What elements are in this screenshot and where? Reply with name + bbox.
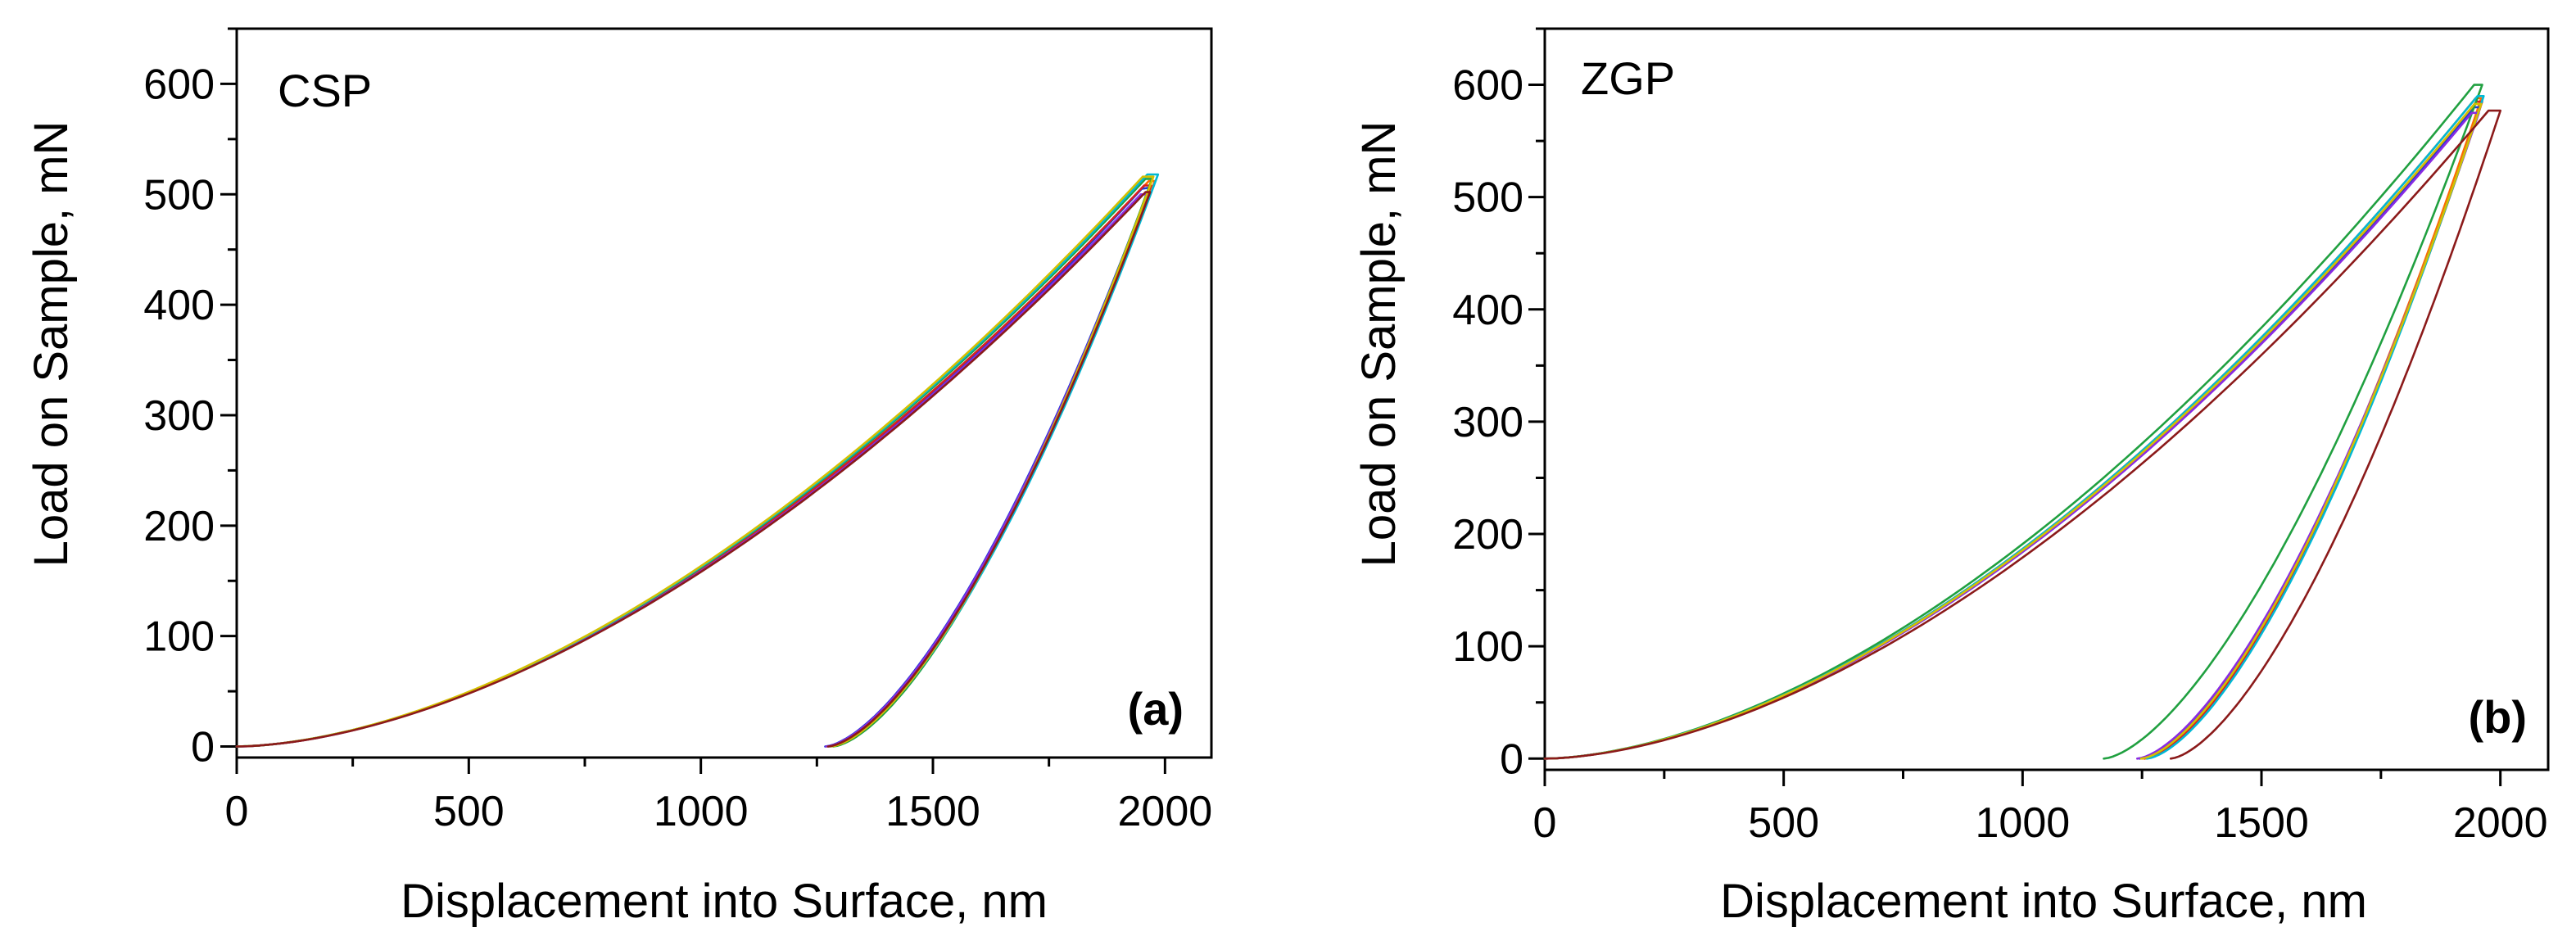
panel-a-sample-label: CSP (278, 65, 372, 116)
panel-a-x-tick-label: 1500 (885, 788, 980, 835)
panel-a-x-tick-label: 500 (433, 788, 505, 835)
panel-b-y-tick-label: 300 (1452, 399, 1523, 446)
panel-b-y-tick-label: 0 (1500, 735, 1523, 783)
panel-a-load-displacement-curve (235, 191, 1152, 748)
panel-a-ticks (220, 27, 1166, 774)
panel-a-load-displacement-curve (235, 186, 1151, 748)
panel-b-x-axis-title: Displacement into Surface, nm (1720, 875, 2367, 928)
panel-a-load-displacement-curve (235, 173, 1160, 748)
panel-a-y-tick-label: 200 (143, 503, 215, 550)
panel-b-x-tick-label: 500 (1748, 799, 1819, 847)
panel-b-sample-label: ZGP (1581, 52, 1675, 104)
panel-b-x-tick-label: 1500 (2214, 799, 2309, 847)
panel-b-y-tick-label: 100 (1452, 623, 1523, 671)
panel-a-load-displacement-curve (235, 184, 1152, 748)
panel-b-plot-frame (1543, 27, 2550, 771)
panel-a-tag: (a) (1128, 683, 1184, 735)
panel-b-load-displacement-curve (1543, 97, 2483, 760)
panel-a-load-displacement-curve (235, 178, 1153, 748)
panel-b-tag: (b) (2468, 691, 2527, 743)
panel-a-tick-labels: 0 500 1000 1500 2000 0 100 200 300 400 500 600 (143, 61, 1212, 835)
panel-b-x-tick-label: 0 (1533, 799, 1557, 847)
panel-a-y-tick-label: 600 (143, 61, 215, 108)
panel-b-y-axis-title: Load on Sample, mN (1352, 121, 1406, 568)
panel-b-y-tick-label: 500 (1452, 174, 1523, 222)
panel-a-x-tick-label: 1000 (654, 788, 749, 835)
panel-a-y-tick-label: 0 (191, 724, 215, 771)
panel-b-x-tick-label: 2000 (2453, 799, 2548, 847)
panel-b-curves (1543, 84, 2501, 760)
panel-a-y-axis-title: Load on Sample, mN (25, 121, 78, 568)
panel-b-load-displacement-curve (1543, 84, 2483, 760)
panel-a-y-tick-label: 500 (143, 171, 215, 219)
panel-a-load-displacement-curve (235, 175, 1155, 748)
panel-b-y-tick-label: 400 (1452, 287, 1523, 334)
panel-b-y-tick-label: 200 (1452, 511, 1523, 559)
panel-a-curves (235, 173, 1160, 748)
panel-b-ticks (1528, 27, 2502, 786)
panel-a-y-tick-label: 400 (143, 282, 215, 329)
panel-b-tick-labels: 0 500 1000 1500 2000 0 100 200 300 400 500 600 (1452, 62, 2547, 847)
panel-b-y-tick-label: 600 (1452, 62, 1523, 110)
panel-a-y-tick-label: 300 (143, 392, 215, 440)
panel-a-x-tick-label: 2000 (1117, 788, 1212, 835)
panel-a-x-axis-title: Displacement into Surface, nm (401, 875, 1048, 928)
panel-b-load-displacement-curve (1543, 109, 2501, 760)
panel-a-load-displacement-curve (235, 193, 1149, 748)
panel-a-load-displacement-curve (235, 179, 1157, 748)
panel-b-x-tick-label: 1000 (1975, 799, 2070, 847)
panel-a-x-tick-label: 0 (225, 788, 249, 835)
panel-a-plot-frame (235, 27, 1213, 759)
panel-b-load-displacement-curve (1543, 102, 2483, 760)
panel-a-y-tick-label: 100 (143, 613, 215, 661)
